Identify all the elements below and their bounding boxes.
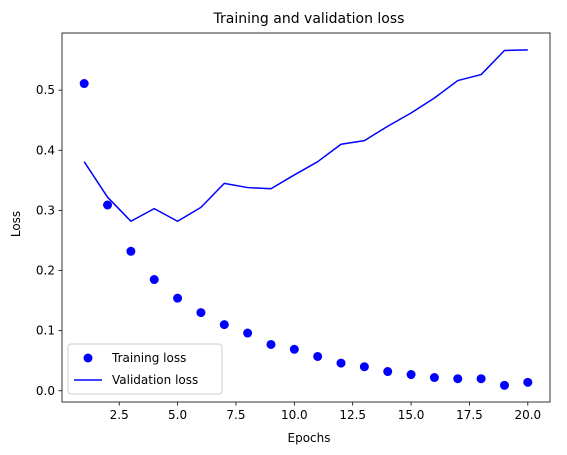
legend-marker-swatch [83, 353, 93, 363]
training-loss-point [219, 320, 229, 330]
y-tick-label: 0.5 [36, 83, 55, 97]
plot-area: 2.5 5.0 7.5 10.0 12.5 15.0 17.5 20.0 0.0 0.1 0.2 0.… [36, 32, 551, 422]
y-axis-label: Loss [9, 211, 23, 237]
chart-title: Training and validation loss [213, 11, 405, 27]
training-loss-point [289, 344, 299, 354]
x-tick-label: 2.5 [110, 408, 129, 422]
training-loss-point [126, 246, 136, 256]
x-tick-label: 15.0 [398, 408, 425, 422]
x-tick-label: 10.0 [281, 408, 308, 422]
training-loss-point [173, 293, 183, 303]
training-loss-point [336, 358, 346, 368]
x-axis-label: Epochs [288, 431, 331, 445]
legend-entry-label: Training loss [111, 351, 186, 365]
training-loss-point [79, 79, 89, 89]
training-loss-point [383, 367, 393, 377]
training-loss-point [429, 373, 439, 383]
training-loss-point [523, 377, 533, 387]
legend-entry-label: Validation loss [112, 373, 198, 387]
training-loss-point [453, 374, 463, 384]
training-loss-point [313, 351, 323, 361]
y-tick-label: 0.4 [36, 143, 55, 157]
training-loss-point [476, 374, 486, 384]
training-loss-point [196, 308, 206, 318]
training-loss-point [499, 380, 509, 390]
y-tick-label: 0.1 [36, 324, 55, 338]
training-loss-point [266, 339, 276, 349]
training-loss-point [359, 362, 369, 372]
training-loss-point [243, 328, 253, 338]
x-tick-label: 12.5 [339, 408, 366, 422]
training-loss-point [149, 275, 159, 285]
y-tick-label: 0.2 [36, 264, 55, 278]
x-tick-label: 20.0 [514, 408, 541, 422]
validation-loss-line [83, 49, 528, 222]
x-tick-label: 5.0 [168, 408, 187, 422]
y-tick-label: 0.3 [36, 203, 55, 217]
x-tick-label: 17.5 [456, 408, 483, 422]
training-loss-point [103, 200, 113, 210]
axes-frame [61, 32, 551, 403]
legend-box [67, 343, 223, 395]
y-tick-label: 0.0 [36, 384, 55, 398]
legend: Training loss Validation loss [67, 343, 223, 395]
x-tick-label: 7.5 [226, 408, 245, 422]
training-loss-point [406, 370, 416, 380]
